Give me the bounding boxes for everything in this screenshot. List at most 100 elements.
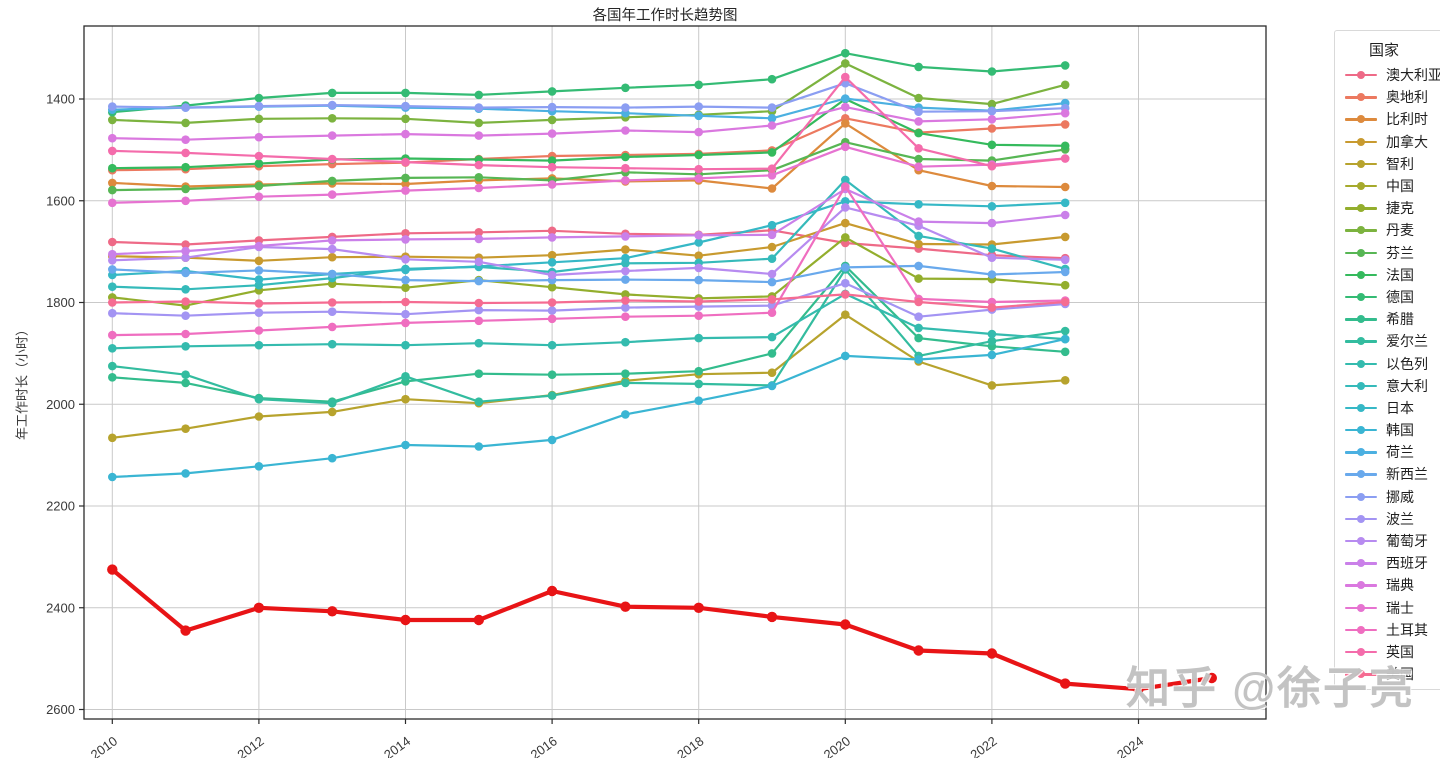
legend-label: 波兰 [1386, 510, 1414, 527]
y-axis-label: 年工作时长（小时） [14, 323, 30, 441]
data-point-marker [327, 252, 337, 262]
data-point-marker [474, 442, 484, 451]
data-point-marker [914, 200, 923, 209]
data-point-marker [767, 295, 777, 304]
data-point-marker [621, 103, 630, 112]
data-point-marker [181, 285, 190, 294]
data-point-marker [547, 115, 557, 125]
legend-swatch-icon [1345, 558, 1377, 568]
data-point-marker [547, 258, 557, 267]
data-point-marker [621, 296, 630, 305]
data-point-marker [621, 337, 630, 347]
data-point-marker [767, 114, 777, 123]
data-point-marker [181, 311, 190, 321]
legend-label: 韩国 [1386, 422, 1414, 439]
data-point-marker [1060, 120, 1070, 129]
data-point-marker [841, 263, 850, 272]
data-point-marker [181, 297, 190, 306]
y-tick-label: 2200 [46, 499, 75, 514]
data-point-marker [108, 282, 117, 292]
legend-label: 瑞典 [1386, 577, 1414, 594]
data-point-marker [767, 230, 777, 240]
data-point-marker [181, 184, 190, 194]
legend-label: 澳大利亚 [1386, 67, 1440, 84]
data-point-marker [547, 233, 557, 242]
series-line-以色列 [112, 292, 1066, 350]
legend-label: 西班牙 [1386, 555, 1428, 572]
data-point-marker [400, 614, 411, 626]
data-point-marker [254, 340, 264, 350]
data-point-marker [987, 244, 997, 253]
data-point-marker [327, 322, 337, 332]
data-point-marker [108, 361, 117, 371]
data-point-marker [180, 625, 191, 636]
data-point-marker [181, 162, 190, 172]
legend-item-西班牙: 西班牙 [1345, 552, 1440, 574]
data-point-marker [767, 171, 777, 180]
data-point-marker [841, 197, 850, 206]
data-point-marker [767, 332, 777, 342]
data-point-marker [254, 412, 264, 421]
x-tick-label: 2020 [821, 733, 853, 758]
data-point-marker [254, 299, 264, 308]
data-point-marker [327, 298, 337, 307]
legend-label: 挪威 [1386, 488, 1414, 505]
legend-item-丹麦: 丹麦 [1345, 219, 1440, 241]
data-point-marker [547, 250, 557, 260]
legend-item-奥地利: 奥地利 [1345, 86, 1440, 108]
data-point-marker [474, 234, 484, 244]
data-point-marker [181, 424, 190, 434]
data-point-marker [987, 99, 997, 109]
series-line-法国 [112, 97, 1066, 170]
data-point-marker [914, 312, 923, 322]
data-point-marker [694, 251, 703, 260]
data-point-marker [1060, 297, 1070, 307]
data-point-marker [474, 397, 484, 407]
legend-swatch-icon [1345, 314, 1377, 324]
data-point-marker [693, 602, 704, 613]
legend-item-捷克: 捷克 [1345, 197, 1440, 219]
data-point-marker [254, 394, 264, 404]
data-point-marker [841, 218, 850, 228]
data-point-marker [181, 135, 190, 144]
data-point-marker [327, 398, 337, 408]
data-point-marker [987, 124, 997, 133]
data-point-marker [767, 368, 777, 378]
data-point-marker [181, 196, 190, 206]
legend-label: 奥地利 [1386, 89, 1428, 106]
data-point-marker [327, 407, 337, 417]
series-line-新西兰 [112, 264, 1066, 284]
data-point-marker [694, 231, 703, 240]
data-point-marker [181, 378, 190, 388]
data-point-marker [547, 180, 557, 189]
data-point-marker [1060, 280, 1070, 290]
data-point-marker [767, 103, 777, 112]
data-point-marker [547, 370, 557, 380]
data-point-marker [694, 150, 703, 160]
legend-item-挪威: 挪威 [1345, 486, 1440, 508]
data-point-marker [621, 253, 630, 263]
y-tick-label: 1400 [46, 92, 75, 107]
data-point-marker [621, 176, 630, 185]
data-point-marker [694, 333, 703, 343]
legend-item-加拿大: 加拿大 [1345, 131, 1440, 153]
data-point-marker [987, 350, 997, 360]
data-point-marker [181, 469, 190, 478]
data-point-marker [841, 48, 850, 58]
data-point-marker [327, 339, 337, 349]
data-point-marker [987, 67, 997, 76]
legend-label: 智利 [1386, 155, 1414, 172]
data-point-marker [401, 173, 410, 183]
data-point-marker [401, 186, 410, 195]
data-point-marker [914, 239, 923, 249]
legend-item-瑞典: 瑞典 [1345, 574, 1440, 596]
data-point-marker [254, 275, 264, 284]
data-point-marker [547, 102, 557, 112]
data-point-marker [914, 261, 923, 271]
x-tick-label: 2022 [967, 733, 999, 758]
data-point-marker [474, 316, 484, 326]
legend-item-英国: 英国 [1345, 641, 1440, 663]
series-line-芬兰 [112, 141, 1066, 192]
legend-item-日本: 日本 [1345, 397, 1440, 419]
series-line-美国 [112, 293, 1066, 309]
